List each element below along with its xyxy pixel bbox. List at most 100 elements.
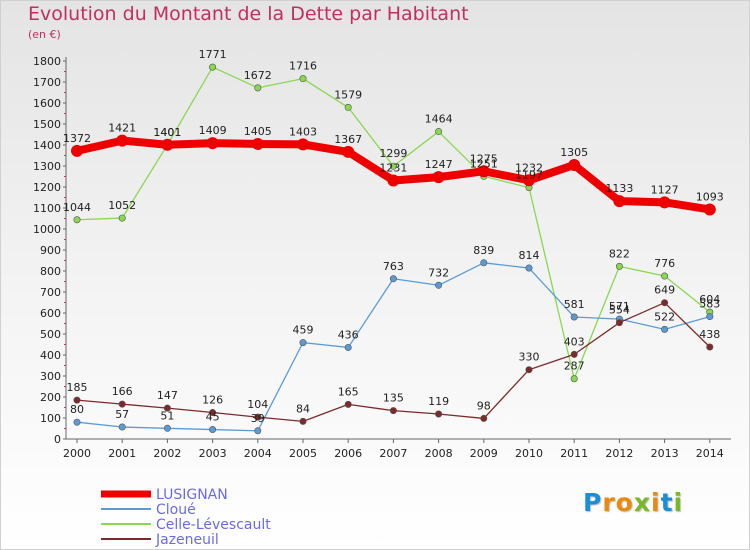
- data-label: 165: [338, 385, 359, 398]
- data-label: 104: [247, 398, 268, 411]
- data-label: 649: [654, 284, 675, 297]
- data-label: 185: [67, 381, 88, 394]
- data-label: 1275: [470, 152, 498, 165]
- data-point: [568, 158, 581, 171]
- y-tick-label: 1800: [33, 55, 61, 68]
- data-point: [387, 174, 400, 187]
- x-tick-label: 2011: [560, 447, 588, 460]
- x-tick-label: 2014: [696, 447, 724, 460]
- logo-letter: r: [602, 488, 616, 517]
- data-point: [118, 423, 126, 431]
- data-point: [116, 134, 129, 147]
- x-tick-label: 2006: [334, 447, 362, 460]
- data-point: [661, 299, 669, 307]
- data-label: 581: [564, 298, 585, 311]
- data-point: [615, 262, 623, 270]
- data-label: 1052: [108, 199, 136, 212]
- legend-label: Celle-Lévescault: [156, 517, 271, 533]
- y-tick-label: 1600: [33, 97, 61, 110]
- data-point: [118, 214, 126, 222]
- data-label: 1251: [470, 157, 498, 170]
- data-point: [73, 396, 81, 404]
- data-label: 80: [70, 403, 84, 416]
- data-label: 1579: [334, 88, 362, 101]
- data-label: 763: [383, 260, 404, 273]
- data-label: 1299: [379, 147, 407, 160]
- data-point: [661, 272, 669, 280]
- data-point: [299, 75, 307, 83]
- y-tick-label: 1400: [33, 139, 61, 152]
- data-label: 1133: [605, 182, 633, 195]
- data-point: [163, 424, 171, 432]
- data-point: [523, 174, 535, 187]
- data-label: 1464: [425, 113, 453, 126]
- chart-title: Evolution du Montant de la Dette par Hab…: [28, 3, 469, 25]
- chart-subtitle: (en €): [28, 28, 61, 41]
- data-label: 583: [699, 298, 720, 311]
- data-point: [344, 103, 352, 111]
- data-point: [344, 343, 352, 351]
- data-label: 1672: [244, 69, 272, 82]
- proxiti-logo: Proxiti: [583, 488, 683, 517]
- data-point: [251, 137, 264, 150]
- logo-letter: x: [633, 488, 651, 517]
- data-label: 1247: [425, 158, 453, 171]
- data-point: [570, 375, 578, 383]
- x-tick-label: 2003: [199, 447, 227, 460]
- data-point: [389, 275, 397, 283]
- data-point: [432, 171, 445, 184]
- y-tick-label: 1000: [33, 223, 61, 236]
- x-tick-label: 2002: [153, 447, 181, 460]
- data-point: [706, 343, 714, 351]
- y-tick-label: 1300: [33, 160, 61, 173]
- data-label: 98: [477, 399, 491, 412]
- data-label: 287: [564, 360, 585, 373]
- data-label: 1197: [515, 169, 543, 182]
- data-label: 822: [609, 247, 630, 260]
- data-point: [71, 144, 83, 157]
- y-tick-label: 300: [40, 370, 61, 383]
- data-point: [254, 427, 262, 435]
- data-point: [299, 417, 307, 425]
- y-tick-label: 100: [40, 412, 61, 425]
- data-label: 166: [112, 385, 133, 398]
- data-label: 1127: [651, 183, 679, 196]
- data-point: [570, 350, 578, 358]
- data-point: [163, 404, 171, 412]
- data-label: 1405: [244, 125, 272, 138]
- data-point: [570, 313, 578, 321]
- data-label: 1421: [108, 122, 136, 135]
- x-tick-label: 2010: [515, 447, 543, 460]
- data-label: 135: [383, 392, 404, 405]
- data-label: 1771: [199, 48, 227, 61]
- data-label: 571: [609, 300, 630, 313]
- data-label: 330: [519, 351, 540, 364]
- data-point: [435, 410, 443, 418]
- data-point: [703, 203, 716, 216]
- data-label: 57: [115, 408, 129, 421]
- data-label: 1401: [153, 126, 181, 139]
- data-label: 1232: [515, 161, 543, 174]
- data-point: [209, 426, 217, 434]
- data-point: [297, 138, 309, 151]
- data-point: [299, 339, 307, 347]
- data-label: 1367: [334, 133, 362, 146]
- data-label: 1372: [63, 132, 91, 145]
- data-label: 1716: [289, 60, 317, 73]
- data-point: [661, 325, 669, 333]
- x-tick-label: 2008: [425, 447, 453, 460]
- y-tick-label: 600: [40, 307, 61, 320]
- y-tick-label: 1500: [33, 118, 61, 131]
- data-point: [209, 409, 217, 417]
- data-label: 459: [293, 324, 314, 337]
- y-tick-label: 1100: [33, 202, 61, 215]
- data-label: 403: [564, 335, 585, 348]
- logo-letter: i: [673, 488, 684, 517]
- y-tick-label: 700: [40, 286, 61, 299]
- x-tick-label: 2012: [605, 447, 633, 460]
- data-point: [342, 145, 355, 158]
- data-label: 39: [251, 412, 265, 425]
- data-point: [525, 264, 533, 272]
